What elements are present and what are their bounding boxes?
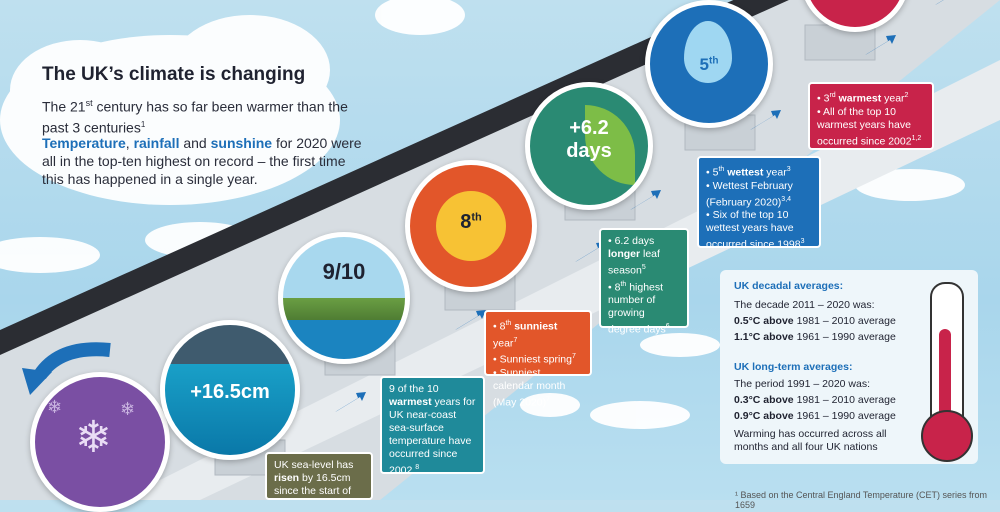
decadal-row-1: 0.5°C above 1981 – 2010 average — [734, 315, 896, 327]
snowflake-icon: ❄ — [47, 397, 63, 417]
page-title: The UK’s climate is changing — [42, 64, 306, 85]
sea-level-box: UK sea-level has risen by 16.5cm since th… — [265, 452, 373, 500]
sunshine-box: • 8th sunniest year7 • Sunniest spring7 … — [484, 310, 592, 408]
footnote: ¹ Based on the Central England Temperatu… — [735, 490, 987, 510]
snowflake-icon: ❄ — [120, 399, 136, 419]
thermometer-bulb — [921, 410, 973, 462]
decadal-row-2: 1.1°C above 1961 – 1990 average — [734, 331, 896, 343]
averages-panel: UK decadal averages: The decade 2011 – 2… — [720, 270, 978, 464]
warmest-box: • 3rd warmest year2 • All of the top 10 … — [808, 82, 934, 150]
sun-icon — [436, 191, 506, 261]
direction-arrows — [335, 0, 944, 412]
long-term-heading: UK long-term averages: — [734, 361, 853, 373]
long-term-row-1: 0.3°C above 1981 – 2010 average — [734, 394, 896, 406]
snowflake-circle: ❄ ❄ ❄ — [30, 372, 170, 512]
long-term-text: The period 1991 – 2020 was: — [734, 378, 871, 390]
rain-circle: 5th — [645, 0, 773, 128]
leaf-value: +6.2 days — [566, 117, 612, 162]
snowflake-icon: ❄ — [75, 413, 112, 462]
leaf-season-box: • 6.2 days longer leaf season5 • 8th hig… — [599, 228, 689, 336]
rainfall-box: • 5th wettest year3 • Wettest February (… — [697, 156, 821, 251]
leaf-circle: +6.2 days — [525, 82, 653, 210]
decadal-text: The decade 2011 – 2020 was: — [734, 299, 875, 311]
coast-circle: 9/10 — [278, 232, 410, 364]
sea-surface-box: 9 of the 10 warmest years for UK near-co… — [380, 376, 485, 477]
raindrop-icon — [684, 21, 732, 83]
sea-level-circle: +16.5cm — [160, 320, 300, 460]
warming-note: Warming has occurred across all months a… — [734, 428, 887, 453]
intro-paragraph-1: The 21st century has so far been warmer … — [42, 98, 348, 136]
curved-arrow-icon — [34, 342, 111, 380]
coast-value: 9/10 — [322, 259, 366, 284]
sea-level-value: +16.5cm — [190, 381, 270, 403]
intro-paragraph-2: Temperature, rainfall and sunshine for 2… — [42, 135, 362, 187]
sun-value: 8th — [460, 211, 482, 233]
sun-circle: 8th — [405, 160, 537, 292]
rain-value: 5th — [699, 55, 719, 74]
cloud-shapes — [0, 0, 965, 429]
decadal-heading: UK decadal averages: — [734, 280, 844, 292]
long-term-row-2: 0.9°C above 1961 – 1990 average — [734, 410, 896, 422]
